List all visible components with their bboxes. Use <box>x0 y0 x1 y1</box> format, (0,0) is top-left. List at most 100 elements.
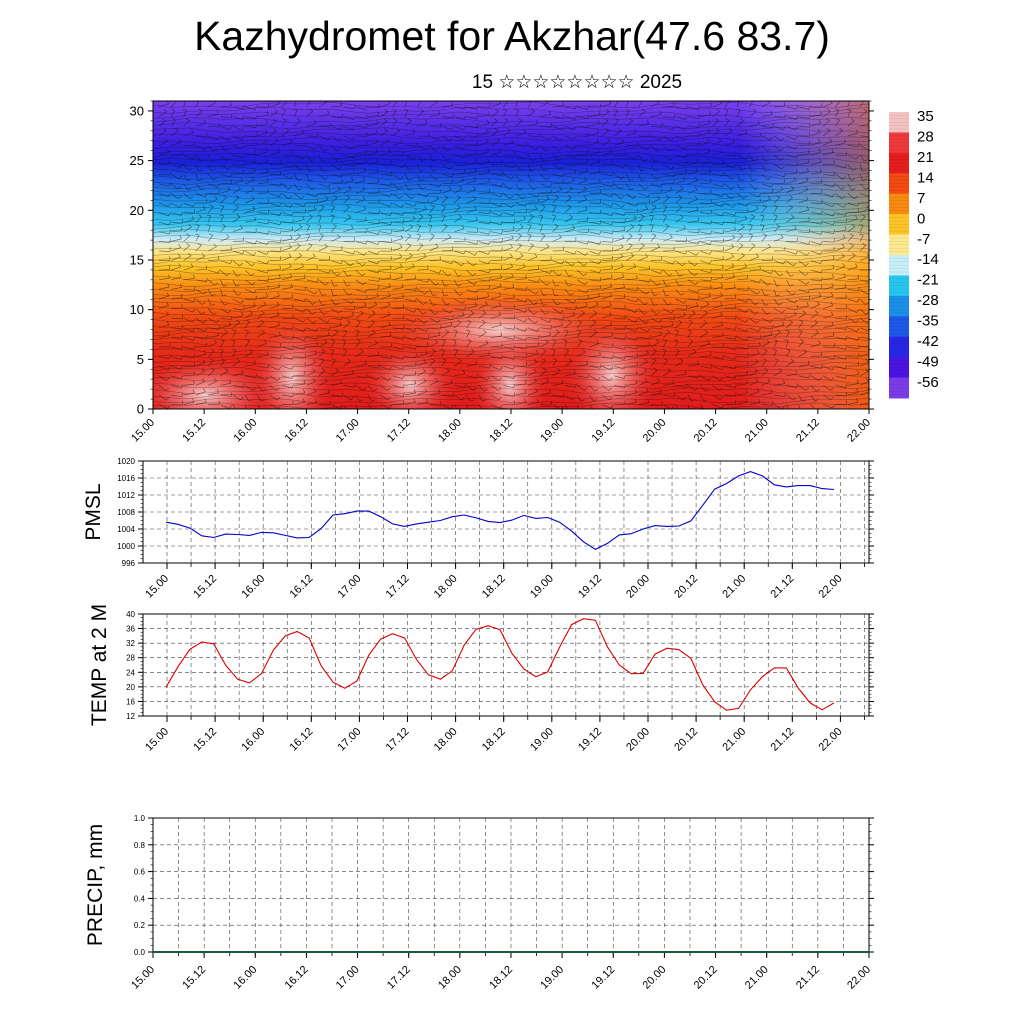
wind-barb <box>429 269 440 274</box>
wind-barb-flag <box>487 168 490 173</box>
wind-barb-flag <box>292 325 294 330</box>
wind-barb <box>527 145 537 151</box>
wind-barb-flag <box>276 311 280 316</box>
wind-barb <box>232 373 244 377</box>
wind-barb <box>232 106 244 110</box>
x-tick-label: 16.12 <box>287 573 315 601</box>
wind-barb <box>355 220 367 223</box>
wind-barb-flag <box>745 328 749 332</box>
wind-barb-flag <box>453 329 458 332</box>
wind-barb <box>208 198 218 204</box>
wind-barb-flag <box>818 148 821 153</box>
wind-barb-flag <box>192 155 195 160</box>
wind-barb-flag <box>500 193 503 197</box>
wind-barb <box>466 313 475 319</box>
wind-barb-flag <box>166 101 169 104</box>
wind-barb <box>515 154 525 160</box>
wind-barb <box>847 164 853 171</box>
wind-barb <box>552 237 562 242</box>
wind-barb <box>859 154 865 162</box>
wind-barb <box>281 375 292 380</box>
wind-barb <box>835 229 847 233</box>
wind-barb-flag <box>741 168 746 171</box>
wind-barb <box>614 337 625 340</box>
wind-barb <box>564 289 571 296</box>
wind-barb-flag <box>568 358 573 362</box>
wind-barb <box>663 331 671 338</box>
wind-barb <box>220 289 223 296</box>
wind-barb <box>540 198 550 204</box>
wind-barb <box>786 106 797 110</box>
wind-barb <box>306 208 317 213</box>
x-tick-label: 20.00 <box>624 573 652 601</box>
y-tick-label: 10 <box>130 302 144 317</box>
wind-barb-flag <box>328 255 331 260</box>
wind-barb-flag <box>851 252 856 256</box>
wind-barb-flag <box>773 339 778 342</box>
wind-barb-flag <box>512 164 516 168</box>
wind-barb-flag <box>314 350 318 355</box>
wind-barb <box>527 123 538 127</box>
wind-barb <box>527 371 537 377</box>
wind-barb-flag <box>620 253 624 257</box>
wind-barb <box>662 350 667 357</box>
wind-barb <box>860 345 869 348</box>
wind-barb-flag <box>345 204 350 208</box>
wind-barb <box>293 101 297 108</box>
wind-barb-flag <box>719 301 723 306</box>
wind-barb <box>171 327 183 330</box>
wind-barb <box>306 327 316 332</box>
wind-barb <box>503 212 514 216</box>
wind-barb-flag <box>817 138 821 143</box>
wind-barb <box>220 332 228 338</box>
wind-barb <box>355 269 363 276</box>
wind-barb <box>601 103 612 108</box>
x-tick-label: 20.12 <box>672 573 700 601</box>
wind-barb <box>441 197 449 204</box>
wind-barb <box>380 111 389 117</box>
wind-barb <box>207 225 211 232</box>
wind-barb-flag <box>720 292 723 297</box>
wind-barb <box>454 125 464 131</box>
wind-barb <box>712 268 724 271</box>
wind-barb <box>527 289 536 295</box>
wind-barb-flag <box>385 137 390 142</box>
wind-barb <box>663 298 668 306</box>
wind-barb-flag <box>352 136 355 141</box>
wind-barb <box>589 312 597 319</box>
wind-barb-flag <box>856 398 859 403</box>
wind-barb <box>614 365 625 370</box>
wind-barb <box>761 154 766 162</box>
wind-barb <box>367 385 374 392</box>
wind-barb <box>220 308 229 314</box>
wind-barb-flag <box>227 166 232 170</box>
wind-barb <box>749 154 754 162</box>
wind-barb-flag <box>509 196 514 200</box>
wind-barb-flag <box>278 202 282 207</box>
wind-barb <box>589 182 601 185</box>
wind-barb-flag <box>340 126 343 130</box>
wind-barb-flag <box>865 358 869 363</box>
wind-barb <box>650 279 658 286</box>
wind-barb <box>564 116 575 120</box>
wind-barb-flag <box>227 310 232 314</box>
wind-barb <box>454 308 466 311</box>
wind-barb <box>552 383 564 386</box>
wind-barb <box>847 132 858 137</box>
wind-barb-flag <box>857 298 860 303</box>
wind-barb <box>331 250 343 252</box>
wind-barb-flag <box>655 312 660 315</box>
wind-barb-flag <box>499 148 502 153</box>
wind-barb-flag <box>314 119 317 124</box>
wind-barb-flag <box>798 329 803 332</box>
wind-barb <box>724 246 734 252</box>
wind-barb <box>601 305 612 309</box>
wind-barb-flag <box>340 260 344 264</box>
wind-barb-flag <box>622 138 625 143</box>
wind-barb-flag <box>228 405 232 409</box>
wind-barb-flag <box>464 161 466 166</box>
wind-barb-flag <box>335 368 339 372</box>
wind-barb-flag <box>546 243 550 248</box>
colorbar-label: -14 <box>917 251 939 268</box>
wind-barb-flag <box>347 214 352 218</box>
